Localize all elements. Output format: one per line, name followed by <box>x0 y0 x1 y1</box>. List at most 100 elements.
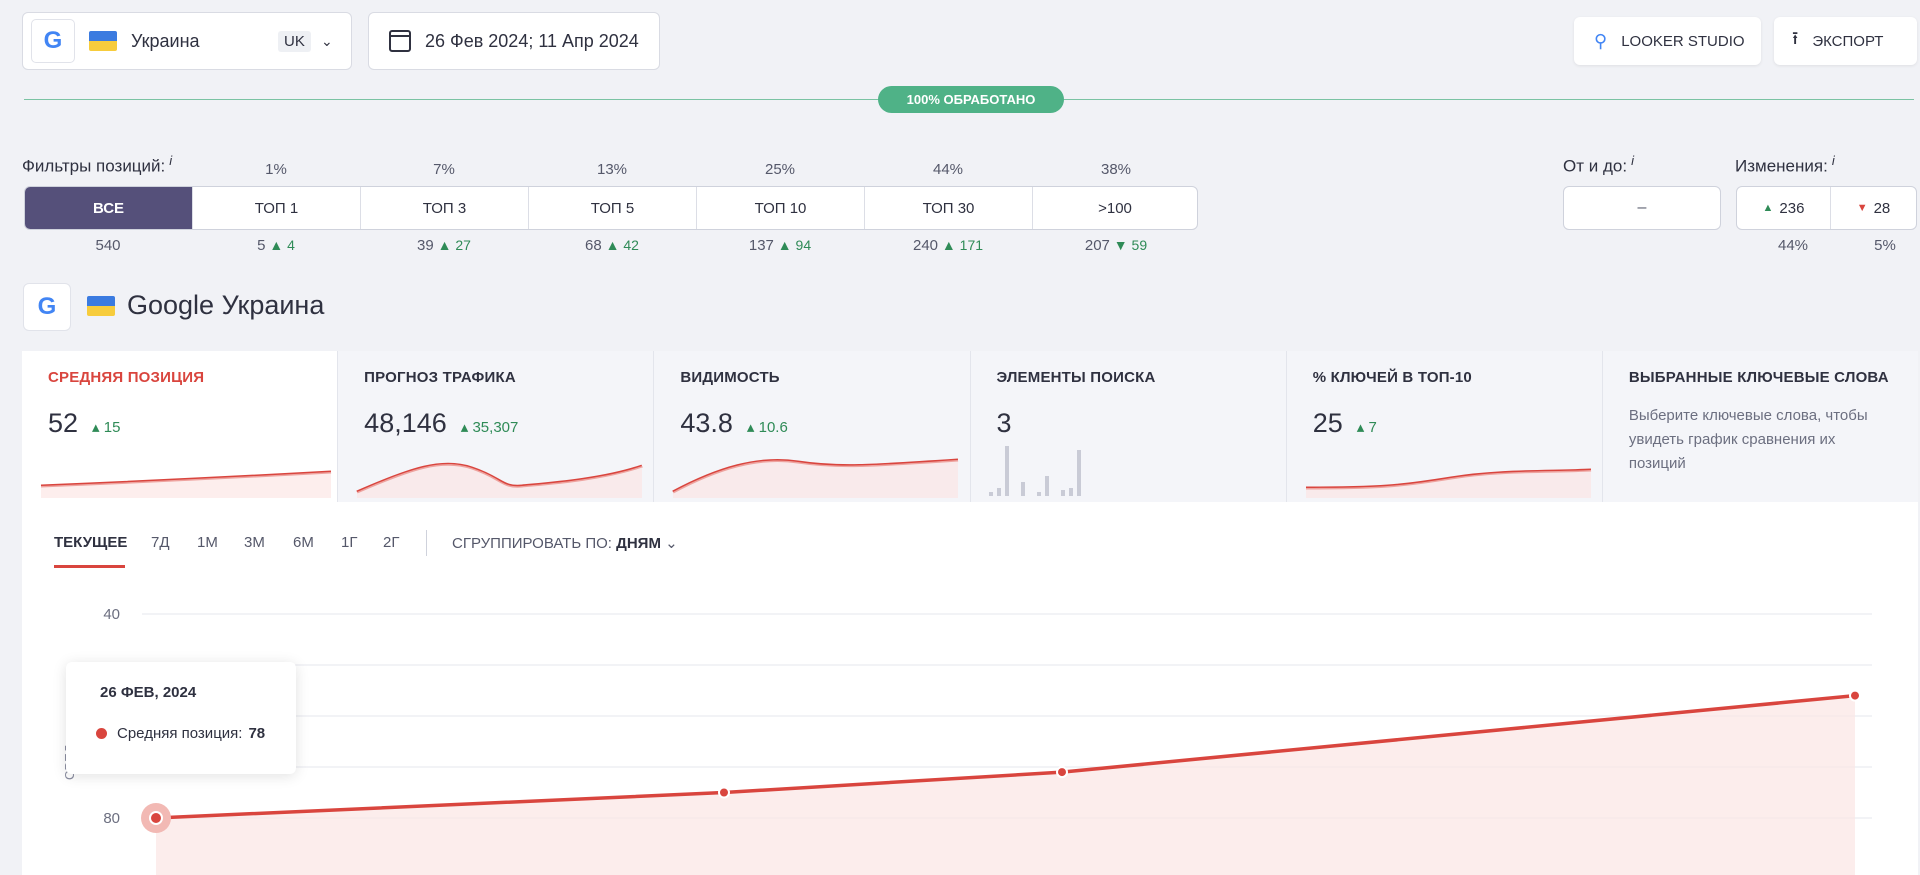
card-search-elements[interactable]: ЭЛЕМЕНТЫ ПОИСКА 3 <box>970 351 1287 502</box>
looker-studio-label: LOOKER STUDIO <box>1621 32 1745 50</box>
card-delta: ▴ 10.6 <box>746 419 788 436</box>
tooltip-value: 78 <box>248 725 266 742</box>
sparkline <box>40 470 332 498</box>
section-title: Google Украина <box>127 290 325 320</box>
card-average-position[interactable]: СРЕДНЯЯ ПОЗИЦИЯ 52 ▴ 15 <box>22 351 339 502</box>
y-tick-label: 80 <box>103 810 120 827</box>
range-input[interactable]: – <box>1563 186 1721 230</box>
country-name: Украина <box>131 30 200 51</box>
filter-segment[interactable]: ТОП 1 <box>193 187 361 229</box>
filter-count: 68 ▲ 42 <box>585 237 639 254</box>
card-delta: ▴ 15 <box>92 419 121 436</box>
looker-studio-button[interactable]: ⚲ LOOKER STUDIO <box>1574 17 1761 65</box>
filter-segment[interactable]: >100 <box>1098 199 1132 217</box>
google-logo-icon: G <box>23 283 71 331</box>
date-range-text: 26 Фев 2024; 11 Апр 2024 <box>425 30 639 51</box>
position-chart[interactable]: 40 80 <box>22 580 1918 875</box>
triangle-down-icon: ▼ <box>1856 202 1868 214</box>
changes-down-percent: 5% <box>1874 237 1896 254</box>
changes-down-button[interactable]: ▼ 28 <box>1856 199 1891 217</box>
filter-percent: 44% <box>932 161 964 178</box>
filter-percent: 7% <box>433 161 455 178</box>
info-icon[interactable]: i <box>1631 153 1634 168</box>
export-button[interactable]: ⭱ ЭКСПОРТ <box>1774 17 1917 65</box>
sparkline <box>672 458 959 498</box>
filter-segment[interactable]: ТОП 10 <box>697 187 865 229</box>
card-value: 3 <box>996 408 1012 438</box>
triangle-up-icon: ▲ <box>773 237 796 253</box>
divider <box>426 530 427 556</box>
period-tab[interactable]: 2Г <box>383 534 400 551</box>
card-top10-keys[interactable]: % КЛЮЧЕЙ В ТОП-10 25 ▴ 7 <box>1286 351 1603 502</box>
calendar-icon <box>389 30 411 52</box>
card-value: 43.8 <box>680 408 733 438</box>
filter-segment[interactable]: ТОП 30 <box>865 187 1033 229</box>
data-point <box>1056 766 1068 779</box>
filter-percent: 13% <box>596 161 628 178</box>
upload-icon: ⭱ <box>1792 28 1799 48</box>
filter-count: 240 ▲ 171 <box>912 237 984 254</box>
chevron-down-icon: ⌄ <box>321 32 333 49</box>
filter-segment[interactable]: ТОП 5 <box>529 187 697 229</box>
ukraine-flag-icon <box>87 296 115 316</box>
series-line <box>155 693 1856 820</box>
filter-count: 207 ▼ 59 <box>1084 237 1148 254</box>
card-value: 52 <box>48 408 79 438</box>
period-tab[interactable]: ТЕКУЩЕЕ <box>54 534 128 551</box>
info-icon[interactable]: i <box>169 153 173 168</box>
data-point <box>1849 689 1861 702</box>
ukraine-flag-icon <box>89 31 117 51</box>
triangle-up-icon: ▲ <box>938 237 960 253</box>
range-label: От и до: i <box>1563 153 1634 176</box>
group-by-dropdown[interactable]: СГРУППИРОВАТЬ ПО: ДНЯМ ⌄ <box>452 535 678 552</box>
filter-count: 137 ▲ 94 <box>748 237 812 254</box>
data-point <box>718 786 730 799</box>
position-filter-bar: ВСЕ ТОП 1 ТОП 3 ТОП 5 ТОП 10 ТОП 30 >100 <box>24 186 1198 230</box>
tooltip-date: 26 ФЕВ, 2024 <box>100 684 197 701</box>
chart-tooltip: 26 ФЕВ, 2024 Средняя позиция: 78 <box>66 662 296 774</box>
card-selected-keywords[interactable]: ВЫБРАННЫЕ КЛЮЧЕВЫЕ СЛОВА Выберите ключев… <box>1602 351 1919 502</box>
card-visibility[interactable]: ВИДИМОСТЬ 43.8 ▴ 10.6 <box>654 351 971 502</box>
bar-sparkline <box>988 446 1081 496</box>
sparkline <box>1305 468 1591 498</box>
filter-percent: 38% <box>1100 161 1132 178</box>
filter-count: 540 <box>95 237 121 254</box>
changes-filter: ▲ 236 ▼ 28 <box>1736 186 1917 230</box>
triangle-up-icon: ▲ <box>1762 202 1774 214</box>
looker-studio-icon: ⚲ <box>1594 30 1608 51</box>
sparkline <box>356 462 643 498</box>
period-tab[interactable]: 1Г <box>341 534 358 551</box>
period-tab[interactable]: 1М <box>197 534 218 551</box>
active-tab-underline <box>54 565 125 568</box>
card-value: 48,146 <box>364 408 447 438</box>
card-traffic-forecast[interactable]: ПРОГНОЗ ТРАФИКА 48,146 ▴ 35,307 <box>338 351 655 502</box>
filter-percent: 1% <box>265 161 287 178</box>
card-hint: Выберите ключевые слова, чтобы увидеть г… <box>1628 407 1868 472</box>
chevron-down-icon: ⌄ <box>665 535 678 552</box>
filter-count: 39 ▲ 27 <box>417 237 471 254</box>
card-value: 25 <box>1312 408 1343 438</box>
filter-segment[interactable]: ТОП 3 <box>361 187 529 229</box>
card-delta: ▴ 7 <box>1356 419 1377 436</box>
tooltip-label: Средняя позиция: <box>117 725 243 742</box>
y-tick-label: 40 <box>103 606 120 623</box>
triangle-up-icon: ▲ <box>265 237 288 253</box>
series-dot <box>96 728 107 739</box>
period-tab[interactable]: 3М <box>244 534 265 551</box>
filters-label: Фильтры позиций: i <box>22 153 173 176</box>
country-selector[interactable]: G Украина UK ⌄ <box>22 12 352 70</box>
filter-all[interactable]: ВСЕ <box>25 187 193 229</box>
filter-count: 5 ▲ 4 <box>257 237 295 254</box>
date-range-picker[interactable]: 26 Фев 2024; 11 Апр 2024 <box>368 12 660 70</box>
series-area <box>156 695 1855 875</box>
changes-up-percent: 44% <box>1777 237 1809 254</box>
card-delta: ▴ 35,307 <box>460 419 519 436</box>
processed-badge: 100% ОБРАБОТАНО <box>878 86 1064 113</box>
data-point <box>149 811 163 825</box>
period-tab[interactable]: 6М <box>293 534 314 551</box>
period-tab[interactable]: 7Д <box>151 534 170 551</box>
info-icon[interactable]: i <box>1831 153 1835 168</box>
filter-percent: 25% <box>764 161 796 178</box>
export-label: ЭКСПОРТ <box>1812 32 1884 50</box>
changes-up-button[interactable]: ▲ 236 <box>1737 187 1831 229</box>
